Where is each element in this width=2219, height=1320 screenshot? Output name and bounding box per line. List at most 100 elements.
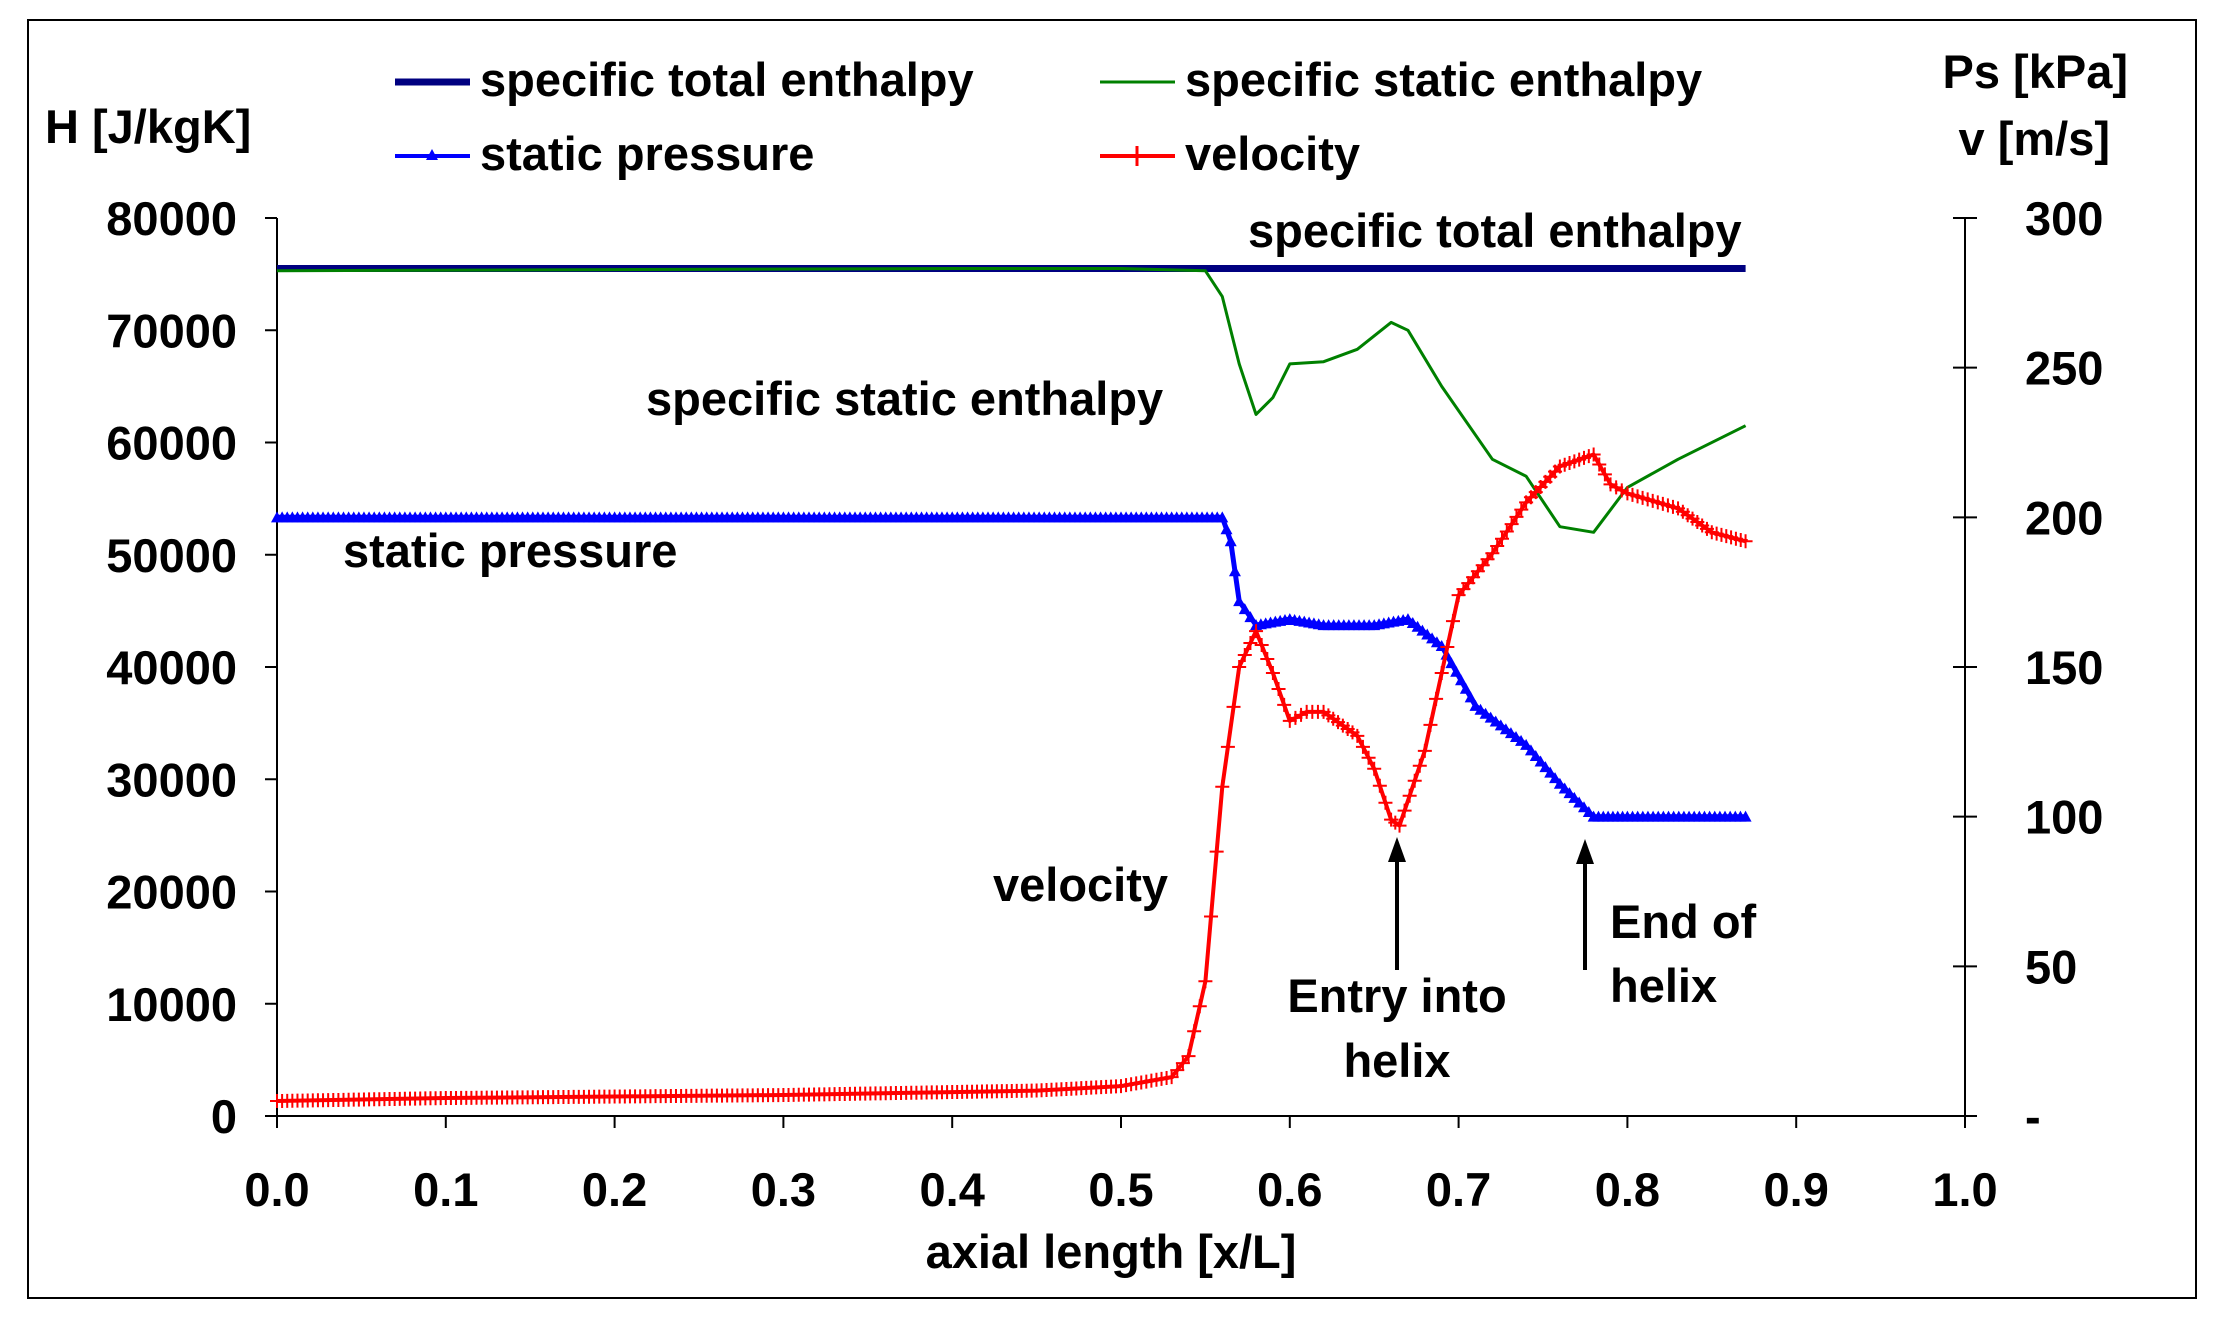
velocity-marker bbox=[1423, 717, 1438, 732]
velocity-marker bbox=[1265, 665, 1280, 680]
series-specific-static-enthalpy bbox=[276, 267, 1747, 534]
velocity-marker bbox=[1367, 761, 1382, 776]
series-line bbox=[276, 267, 1747, 534]
velocity-marker bbox=[1226, 699, 1241, 714]
velocity-marker bbox=[1440, 640, 1455, 655]
series-velocity bbox=[270, 447, 1753, 1109]
velocity-marker bbox=[1260, 652, 1275, 667]
y-left-tick-label: 0 bbox=[211, 1090, 237, 1143]
x-tick-label: 0.1 bbox=[413, 1163, 478, 1216]
velocity-marker bbox=[1499, 524, 1514, 539]
pressure-marker bbox=[1544, 766, 1557, 778]
y-right-axis-title-line2: v [m/s] bbox=[1959, 112, 2111, 165]
x-axis-title: axial length [x/L] bbox=[926, 1225, 1297, 1278]
pressure-marker bbox=[1220, 523, 1233, 535]
velocity-marker bbox=[1215, 779, 1230, 794]
ticks: 0.0 0.1 0.2 0.3 0.4 0.5 0.6 0.7 0.8 0.9 1.0 0 10000 2… bbox=[106, 192, 2103, 1216]
velocity-marker bbox=[1429, 691, 1444, 706]
x-tick-label: 0.2 bbox=[582, 1163, 647, 1216]
y-right-tick-label: 250 bbox=[2025, 342, 2103, 395]
y-right-tick-label: 200 bbox=[2025, 491, 2103, 544]
velocity-marker bbox=[1271, 681, 1286, 696]
velocity-marker bbox=[1509, 509, 1524, 524]
velocity-marker bbox=[1397, 803, 1412, 818]
x-tick-label: 0.5 bbox=[1088, 1163, 1153, 1216]
x-tick-label: 0.0 bbox=[244, 1163, 309, 1216]
velocity-marker bbox=[1407, 773, 1422, 788]
legend-label-total-enthalpy: specific total enthalpy bbox=[480, 53, 974, 106]
velocity-marker bbox=[1504, 517, 1519, 532]
x-tick-label: 0.4 bbox=[920, 1163, 985, 1216]
y-right-tick-label: 50 bbox=[2025, 940, 2077, 993]
velocity-marker bbox=[1392, 818, 1407, 833]
entry-arrow bbox=[1388, 837, 1406, 970]
pressure-marker bbox=[1524, 744, 1537, 756]
velocity-marker bbox=[1209, 844, 1224, 859]
y-right-tick-label: 100 bbox=[2025, 791, 2103, 844]
velocity-marker bbox=[1187, 1024, 1202, 1039]
velocity-marker bbox=[1514, 502, 1529, 517]
pressure-marker bbox=[1739, 810, 1752, 822]
velocity-marker bbox=[1355, 739, 1370, 754]
annotation-total-enthalpy: specific total enthalpy bbox=[1248, 204, 1742, 257]
y-left-tick-label: 50000 bbox=[106, 529, 237, 582]
velocity-marker bbox=[1232, 660, 1247, 674]
pressure-marker bbox=[1445, 657, 1458, 669]
series-static-pressure bbox=[271, 511, 1752, 822]
velocity-marker bbox=[1243, 636, 1258, 651]
velocity-marker bbox=[1586, 447, 1601, 462]
pressure-marker bbox=[1228, 565, 1241, 577]
velocity-marker bbox=[1378, 795, 1393, 810]
pressure-marker bbox=[1534, 755, 1547, 767]
x-tick-label: 1.0 bbox=[1932, 1163, 1997, 1216]
velocity-marker bbox=[1237, 648, 1252, 663]
pressure-marker bbox=[1216, 511, 1229, 523]
y-left-tick-label: 70000 bbox=[106, 304, 237, 357]
pressure-marker bbox=[1450, 665, 1463, 677]
velocity-marker bbox=[1361, 750, 1376, 765]
pressure-marker bbox=[1464, 691, 1477, 703]
pressure-marker bbox=[1224, 535, 1237, 547]
annotation-velocity: velocity bbox=[993, 858, 1168, 911]
velocity-marker bbox=[1738, 534, 1753, 549]
velocity-marker bbox=[1254, 638, 1269, 653]
velocity-marker bbox=[1277, 697, 1292, 712]
annotation-end-line2: helix bbox=[1610, 959, 1717, 1012]
pressure-marker bbox=[1455, 674, 1468, 686]
velocity-marker bbox=[1592, 457, 1607, 472]
y-left-tick-label: 30000 bbox=[106, 753, 237, 806]
legend-label-static-enthalpy: specific static enthalpy bbox=[1185, 53, 1702, 106]
annotation-entry-line1: Entry into bbox=[1287, 969, 1506, 1022]
velocity-marker bbox=[1249, 624, 1264, 639]
legend-marker-static-pressure bbox=[426, 149, 438, 160]
y-right-axis-title-line1: Ps [kPa] bbox=[1943, 45, 2128, 98]
pressure-marker bbox=[1539, 761, 1552, 773]
y-right-tick-label: - bbox=[2025, 1090, 2041, 1143]
velocity-marker bbox=[1445, 614, 1460, 629]
x-tick-label: 0.7 bbox=[1426, 1163, 1491, 1216]
series bbox=[270, 265, 1753, 1109]
legend-label-static-pressure: static pressure bbox=[480, 127, 814, 180]
velocity-marker bbox=[1412, 758, 1427, 773]
pressure-marker bbox=[1435, 640, 1448, 652]
end-arrow bbox=[1576, 839, 1594, 970]
velocity-marker bbox=[1597, 467, 1612, 482]
velocity-marker bbox=[1485, 546, 1500, 561]
velocity-marker bbox=[1434, 665, 1449, 680]
pressure-marker bbox=[1459, 682, 1472, 694]
velocity-marker bbox=[1220, 739, 1235, 754]
velocity-marker bbox=[1192, 999, 1207, 1014]
y-left-tick-label: 20000 bbox=[106, 866, 237, 919]
y-left-tick-label: 40000 bbox=[106, 641, 237, 694]
y-left-tick-label: 10000 bbox=[106, 978, 237, 1031]
velocity-marker bbox=[1198, 974, 1213, 989]
y-left-axis-title: H [J/kgK] bbox=[45, 100, 251, 153]
y-left-tick-label: 80000 bbox=[106, 192, 237, 245]
legend: specific total enthalpy specific static … bbox=[395, 53, 1702, 180]
pressure-marker bbox=[1549, 772, 1562, 784]
y-right-tick-label: 150 bbox=[2025, 641, 2103, 694]
y-left-tick-label: 60000 bbox=[106, 417, 237, 470]
velocity-marker bbox=[1350, 728, 1365, 743]
legend-label-velocity: velocity bbox=[1185, 127, 1360, 180]
